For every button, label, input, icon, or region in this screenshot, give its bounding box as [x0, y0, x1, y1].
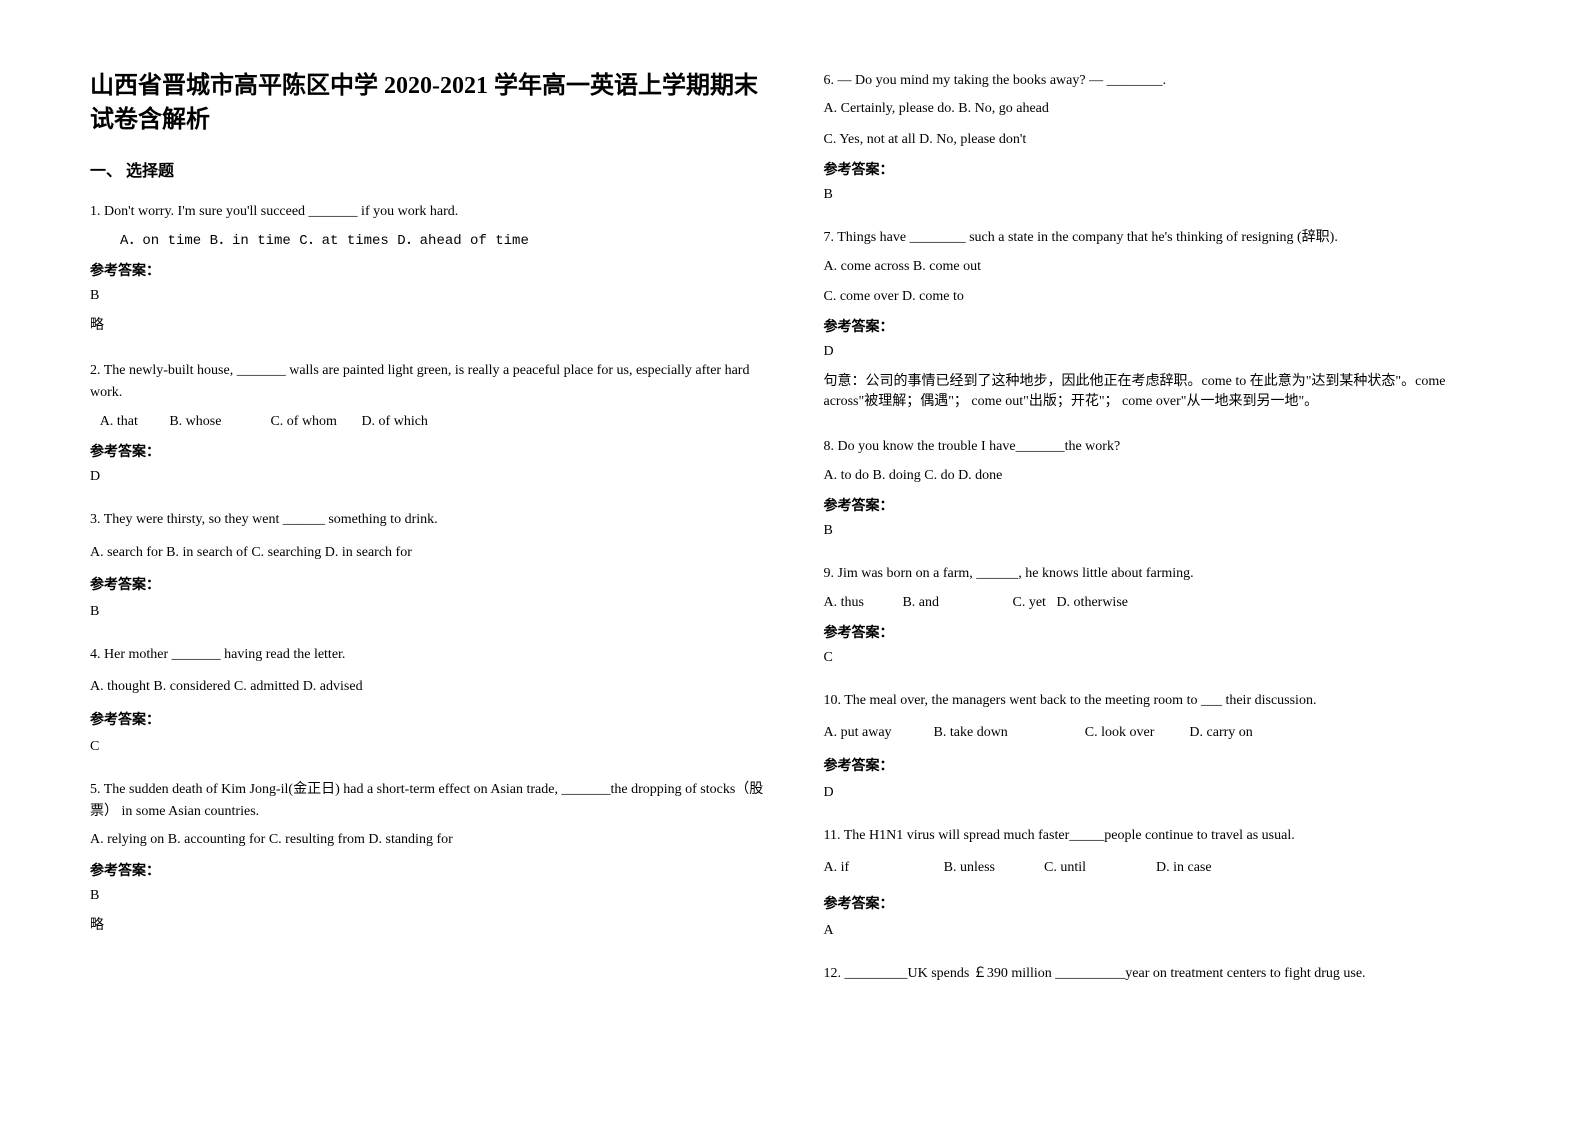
section-heading: 一、 选择题 [90, 157, 764, 181]
answer-value: C [824, 650, 1498, 666]
question-11: 11. The H1N1 virus will spread much fast… [824, 825, 1498, 950]
right-column: 6. — Do you mind my taking the books awa… [824, 70, 1498, 1052]
answer-value: B [90, 288, 764, 304]
question-10: 10. The meal over, the managers went bac… [824, 690, 1498, 811]
left-column: 山西省晋城市高平陈区中学 2020-2021 学年高一英语上学期期末试卷含解析 … [90, 70, 764, 1052]
question-text: 8. Do you know the trouble I have_______… [824, 436, 1498, 458]
answer-value: D [824, 785, 1498, 801]
answer-value: B [90, 888, 764, 904]
answer-value: D [90, 469, 764, 485]
question-4: 4. Her mother _______ having read the le… [90, 644, 764, 765]
question-options: A. thus B. and C. yet D. otherwise [824, 592, 1498, 614]
answer-label: 参考答案： [90, 709, 764, 729]
answer-label: 参考答案： [90, 441, 764, 461]
answer-label: 参考答案： [824, 622, 1498, 642]
question-text: 2. The newly-built house, _______ walls … [90, 360, 764, 405]
question-text: 6. — Do you mind my taking the books awa… [824, 70, 1498, 92]
question-options: A. that B. whose C. of whom D. of which [90, 411, 764, 433]
answer-label: 参考答案： [824, 495, 1498, 515]
question-options: A．on time B．in time C．at times D．ahead o… [90, 230, 764, 252]
question-text: 7. Things have ________ such a state in … [824, 227, 1498, 249]
answer-label: 参考答案： [824, 316, 1498, 336]
answer-label: 参考答案： [90, 574, 764, 594]
question-options-ab: A. Certainly, please do. B. No, go ahead [824, 98, 1498, 120]
question-9: 9. Jim was born on a farm, ______, he kn… [824, 563, 1498, 676]
question-options: A. thought B. considered C. admitted D. … [90, 676, 764, 698]
question-1: 1. Don't worry. I'm sure you'll succeed … [90, 201, 764, 346]
question-12: 12. _________UK spends ￡390 million ____… [824, 963, 1498, 991]
question-options-ab: A. come across B. come out [824, 256, 1498, 278]
answer-explanation: 句意：公司的事情已经到了这种地步，因此他正在考虑辞职。come to 在此意为"… [824, 370, 1498, 410]
question-options: A. put away B. take down C. look over D.… [824, 722, 1498, 744]
document-title: 山西省晋城市高平陈区中学 2020-2021 学年高一英语上学期期末试卷含解析 [90, 70, 764, 137]
question-options: A. search for B. in search of C. searchi… [90, 542, 764, 564]
answer-value: D [824, 344, 1498, 360]
answer-value: B [824, 187, 1498, 203]
question-text: 12. _________UK spends ￡390 million ____… [824, 963, 1498, 985]
question-7: 7. Things have ________ such a state in … [824, 227, 1498, 422]
answer-note: 略 [90, 914, 764, 934]
answer-label: 参考答案： [824, 893, 1498, 913]
question-text: 5. The sudden death of Kim Jong-il(金正日) … [90, 779, 764, 824]
question-text: 4. Her mother _______ having read the le… [90, 644, 764, 666]
question-options-cd: C. Yes, not at all D. No, please don't [824, 129, 1498, 151]
answer-value: C [90, 739, 764, 755]
answer-value: B [90, 604, 764, 620]
answer-note: 略 [90, 314, 764, 334]
answer-label: 参考答案： [824, 159, 1498, 179]
answer-label: 参考答案： [824, 755, 1498, 775]
question-8: 8. Do you know the trouble I have_______… [824, 436, 1498, 549]
question-text: 3. They were thirsty, so they went _____… [90, 509, 764, 531]
question-options: A. to do B. doing C. do D. done [824, 465, 1498, 487]
answer-label: 参考答案： [90, 260, 764, 280]
question-text: 1. Don't worry. I'm sure you'll succeed … [90, 201, 764, 223]
answer-value: A [824, 923, 1498, 939]
question-text: 10. The meal over, the managers went bac… [824, 690, 1498, 712]
question-options: A. if B. unless C. until D. in case [824, 857, 1498, 879]
question-options: A. relying on B. accounting for C. resul… [90, 829, 764, 851]
answer-value: B [824, 523, 1498, 539]
question-6: 6. — Do you mind my taking the books awa… [824, 70, 1498, 213]
question-options-cd: C. come over D. come to [824, 286, 1498, 308]
question-3: 3. They were thirsty, so they went _____… [90, 509, 764, 630]
question-5: 5. The sudden death of Kim Jong-il(金正日) … [90, 779, 764, 946]
question-text: 9. Jim was born on a farm, ______, he kn… [824, 563, 1498, 585]
question-text: 11. The H1N1 virus will spread much fast… [824, 825, 1498, 847]
answer-label: 参考答案： [90, 860, 764, 880]
question-2: 2. The newly-built house, _______ walls … [90, 360, 764, 495]
